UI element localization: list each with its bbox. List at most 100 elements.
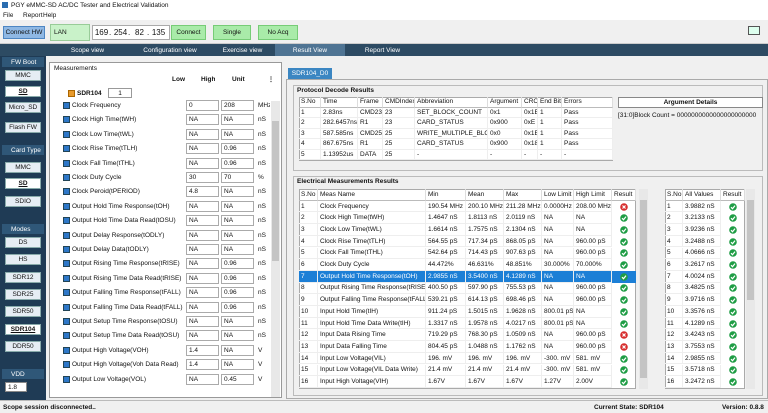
sidebar-button[interactable]: MMC: [5, 70, 41, 81]
high-input[interactable]: NA: [221, 186, 254, 198]
ip-input[interactable]: 169. 254. 82. 135: [92, 25, 170, 40]
sidebar-button[interactable]: SDR12: [5, 271, 41, 283]
low-input[interactable]: NA: [186, 128, 219, 140]
high-input[interactable]: NA: [221, 344, 254, 356]
high-input[interactable]: NA: [221, 200, 254, 212]
low-input[interactable]: NA: [186, 373, 219, 385]
row-checkbox[interactable]: [63, 174, 70, 181]
result-icon: [729, 202, 737, 211]
tab[interactable]: Report View: [364, 46, 401, 54]
low-input[interactable]: NA: [186, 143, 219, 155]
low-input[interactable]: NA: [186, 114, 219, 126]
high-input[interactable]: NA: [221, 114, 254, 126]
sidebar-button[interactable]: SD: [5, 178, 41, 189]
low-input[interactable]: 1.4: [186, 359, 219, 371]
low-input[interactable]: NA: [186, 301, 219, 313]
sidebar-button[interactable]: SD: [5, 86, 41, 97]
low-input[interactable]: NA: [186, 244, 219, 255]
connect-hw-button[interactable]: Connect HW: [3, 26, 45, 39]
low-input[interactable]: NA: [186, 258, 219, 270]
menu-dots[interactable]: ⋮: [268, 76, 274, 83]
low-input[interactable]: NA: [186, 316, 219, 327]
flash-fw-button[interactable]: Flash FW: [5, 122, 41, 133]
high-input[interactable]: 70: [221, 172, 254, 183]
row-checkbox[interactable]: [63, 145, 70, 153]
high-input[interactable]: 0.96: [221, 157, 254, 169]
row-checkbox[interactable]: [63, 202, 70, 210]
low-input[interactable]: NA: [186, 229, 219, 241]
menu-item[interactable]: Help: [43, 11, 57, 19]
table-cell: Pass: [562, 139, 613, 150]
high-input[interactable]: NA: [221, 330, 254, 342]
row-checkbox[interactable]: [63, 217, 70, 225]
row-checkbox[interactable]: [63, 332, 70, 340]
row-checkbox[interactable]: [63, 116, 70, 124]
row-checkbox[interactable]: [63, 231, 70, 239]
scroll-thumb[interactable]: [272, 121, 279, 261]
table-cell: Input Low Voltage(VIL): [318, 352, 426, 365]
connect-button[interactable]: Connect: [171, 25, 206, 40]
sidebar-button[interactable]: SDR50: [5, 306, 41, 318]
low-input[interactable]: NA: [186, 157, 219, 169]
high-input[interactable]: 0.96: [221, 272, 254, 284]
low-input[interactable]: NA: [186, 287, 219, 299]
tab[interactable]: Configuration view: [143, 46, 197, 54]
high-input[interactable]: NA: [221, 128, 254, 140]
tab[interactable]: Scope view: [70, 46, 105, 54]
high-input[interactable]: NA: [221, 359, 254, 371]
row-checkbox[interactable]: [63, 188, 70, 196]
low-input[interactable]: NA: [186, 200, 219, 212]
vdd-select[interactable]: 1.8: [5, 382, 27, 392]
high-input[interactable]: 0.96: [221, 301, 254, 313]
row-checkbox[interactable]: [63, 346, 70, 354]
group-spinbox[interactable]: 1: [108, 88, 132, 98]
sidebar-button[interactable]: SDIO: [5, 196, 41, 207]
high-input[interactable]: NA: [221, 229, 254, 241]
row-checkbox[interactable]: [63, 303, 70, 311]
row-checkbox[interactable]: [63, 361, 70, 369]
row-checkbox[interactable]: [63, 274, 70, 282]
high-input[interactable]: 0.96: [221, 143, 254, 155]
group-checkbox[interactable]: [68, 90, 75, 97]
sidebar-button[interactable]: MMC: [5, 162, 41, 173]
result-tab[interactable]: SDR104_D0: [288, 68, 332, 79]
high-input[interactable]: 208: [221, 100, 254, 111]
tab[interactable]: Exercise view: [222, 46, 263, 54]
sidebar-button[interactable]: Micro_SD: [5, 102, 41, 113]
high-input[interactable]: NA: [221, 316, 254, 327]
low-input[interactable]: NA: [186, 215, 219, 227]
row-checkbox[interactable]: [63, 246, 70, 253]
sidebar-button[interactable]: HS: [5, 254, 41, 266]
high-input[interactable]: NA: [221, 215, 254, 227]
low-input[interactable]: 0: [186, 100, 219, 111]
sidebar-button[interactable]: DDR50: [5, 340, 41, 352]
row-checkbox[interactable]: [63, 159, 70, 167]
row-checkbox[interactable]: [63, 318, 70, 325]
low-input[interactable]: NA: [186, 272, 219, 284]
scroll-thumb[interactable]: [640, 200, 647, 378]
low-input[interactable]: 4.8: [186, 186, 219, 198]
row-checkbox[interactable]: [63, 375, 70, 383]
sidebar-button[interactable]: SDR104: [5, 323, 41, 335]
interface-select[interactable]: LAN: [50, 24, 90, 41]
row-checkbox[interactable]: [63, 260, 70, 268]
row-checkbox[interactable]: [63, 289, 70, 297]
tab[interactable]: Result View: [275, 44, 345, 56]
high-input[interactable]: 0.96: [221, 287, 254, 299]
high-input[interactable]: NA: [221, 244, 254, 255]
sidebar-button[interactable]: SDR25: [5, 288, 41, 300]
menu-item[interactable]: Report: [23, 11, 43, 19]
row-checkbox[interactable]: [63, 102, 70, 109]
low-input[interactable]: 30: [186, 172, 219, 183]
high-input[interactable]: 0.96: [221, 258, 254, 270]
low-input[interactable]: NA: [186, 330, 219, 342]
high-input[interactable]: 0.45: [221, 373, 254, 385]
scroll-thumb[interactable]: [747, 200, 754, 300]
sidebar-button[interactable]: DS: [5, 237, 41, 248]
menu-item[interactable]: File: [3, 11, 14, 19]
sidebar-section: Modes: [2, 224, 44, 234]
row-checkbox[interactable]: [63, 130, 70, 138]
single-button[interactable]: Single: [213, 25, 251, 40]
no-acq-button[interactable]: No Acq: [258, 25, 298, 40]
low-input[interactable]: 1.4: [186, 344, 219, 356]
